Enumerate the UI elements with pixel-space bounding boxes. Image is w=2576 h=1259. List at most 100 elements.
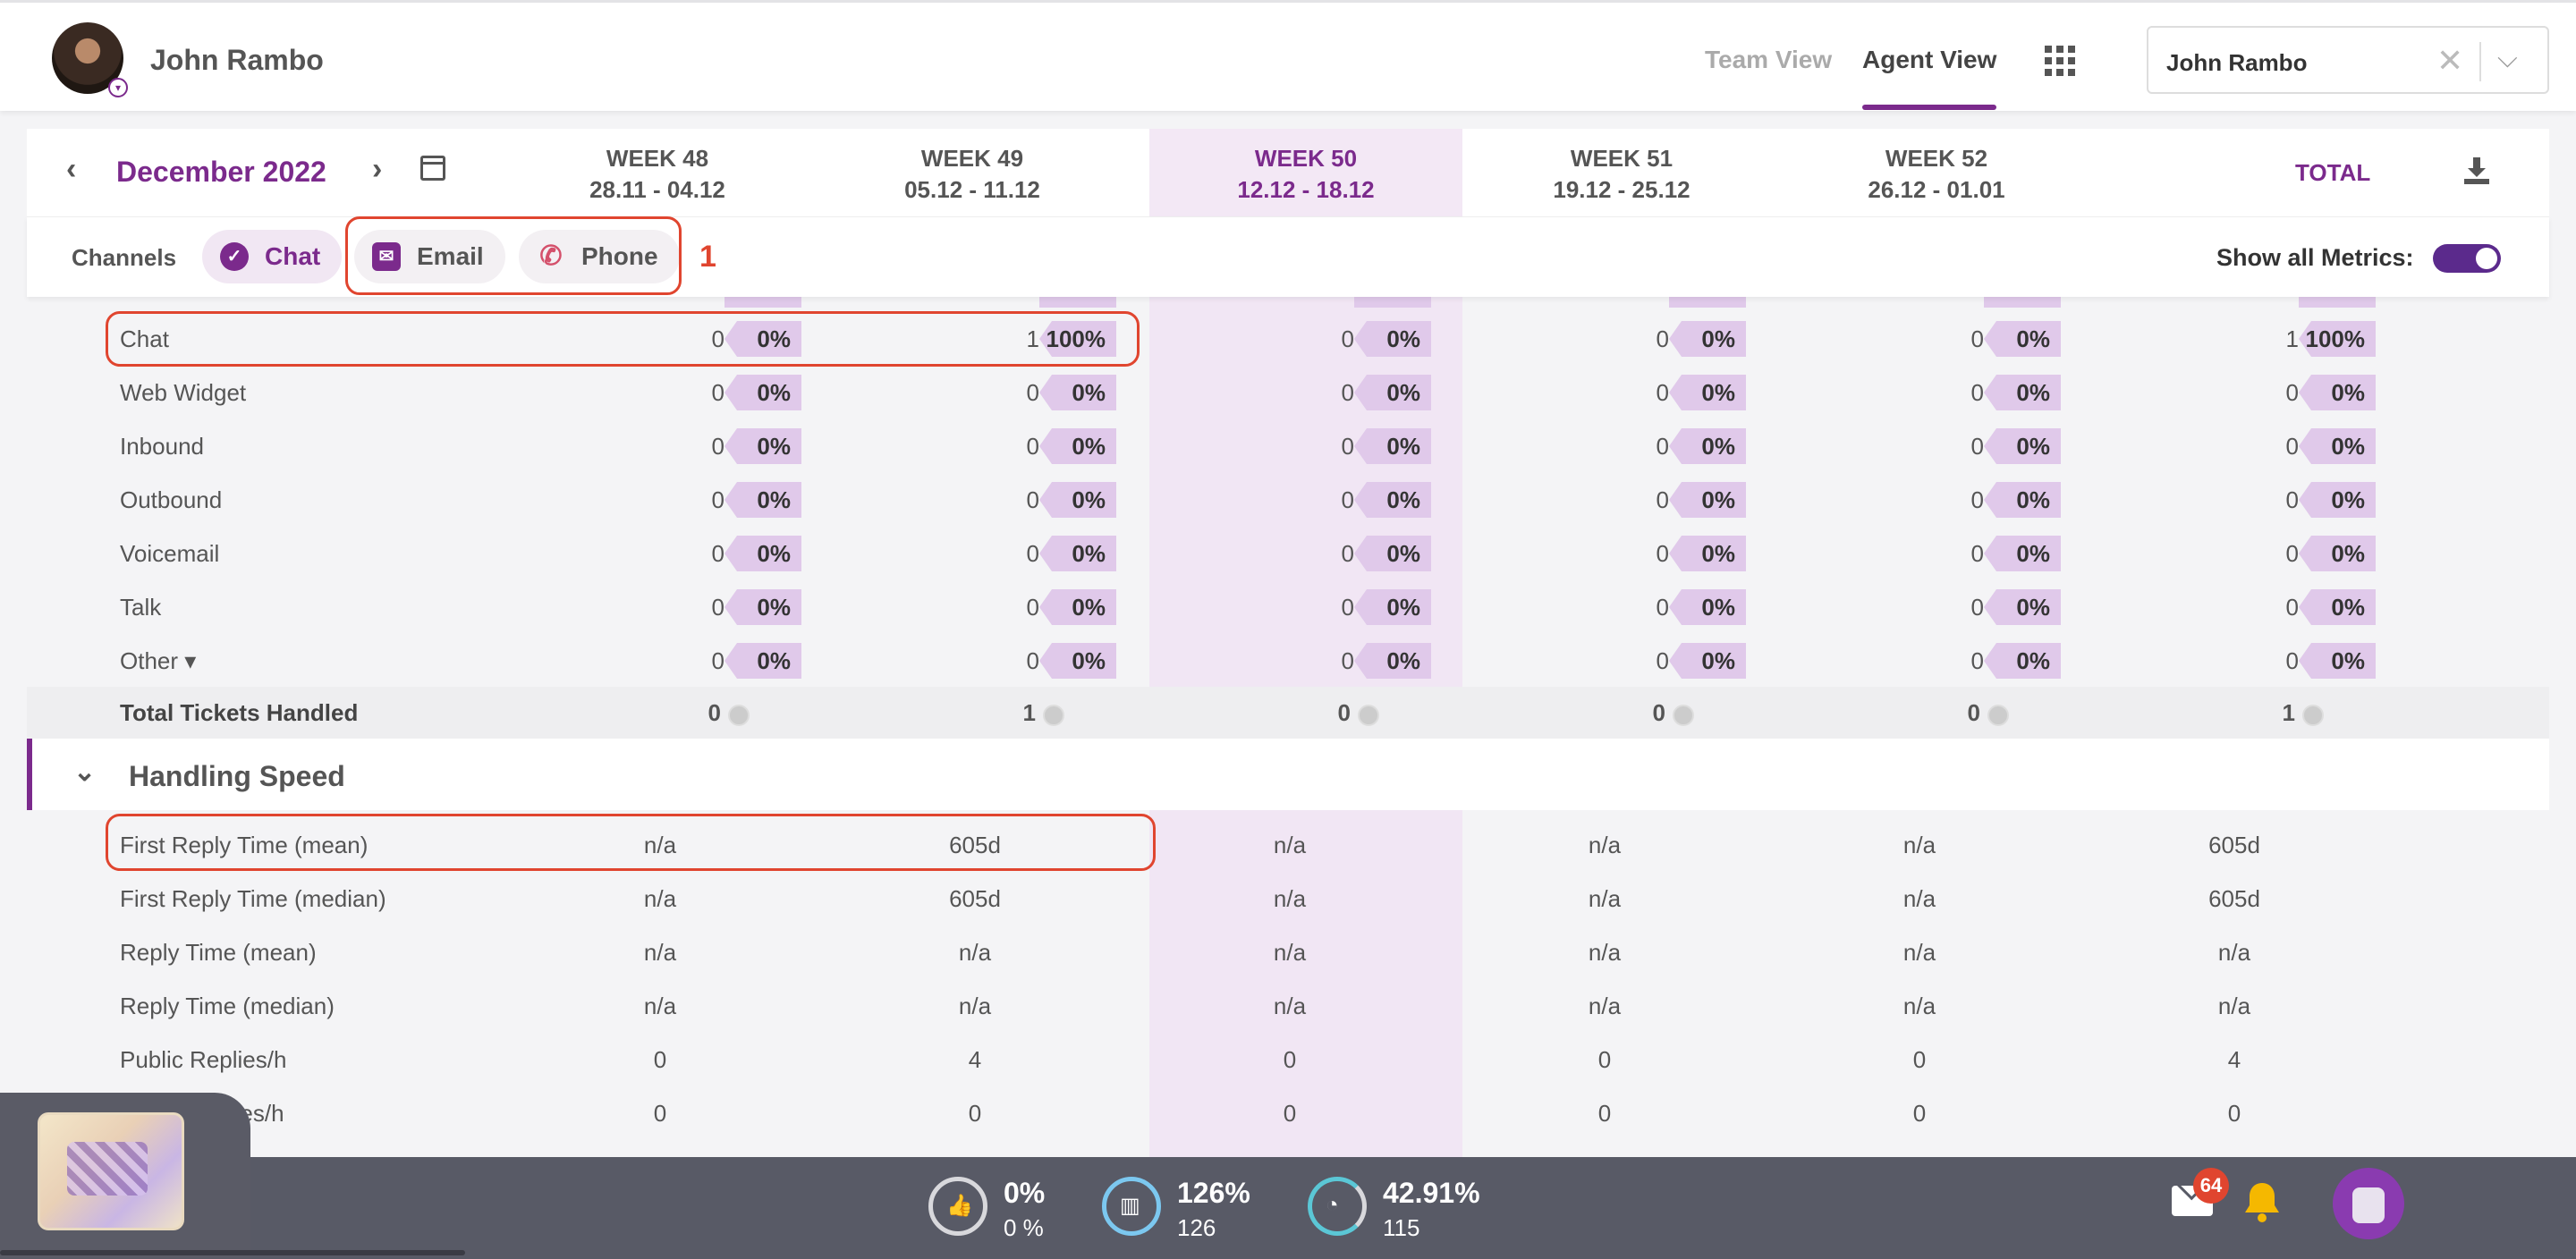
pie-chart-icon[interactable]: [1987, 705, 2009, 726]
percentage-tag: 0%: [1039, 375, 1116, 410]
count-value: 0: [2285, 647, 2299, 674]
partial-percentage-tag: [724, 295, 801, 308]
metric-value: n/a: [1588, 993, 1622, 1019]
percentage-tag: 0%: [1354, 428, 1431, 464]
row-label: Web Widget: [120, 379, 247, 406]
clear-icon[interactable]: ✕: [2436, 42, 2464, 79]
percentage-tag: 0%: [1669, 321, 1746, 357]
select-separator: [2479, 42, 2481, 81]
count-value: 0: [1026, 647, 1039, 674]
metric-value: n/a: [1273, 832, 1307, 858]
chevron-down-icon[interactable]: ⌵: [2497, 44, 2518, 73]
count-value: 0: [1341, 540, 1354, 567]
count-value: 0: [711, 486, 724, 513]
channels-label: Channels: [72, 244, 177, 271]
download-icon[interactable]: [2462, 156, 2492, 186]
prev-month-button[interactable]: ‹: [66, 152, 77, 186]
percentage-tag: 0%: [1984, 428, 2061, 464]
tab-team-view[interactable]: Team View: [1705, 46, 1833, 73]
count-value: 0: [2285, 433, 2299, 460]
annotation-highlight-channels: [345, 216, 682, 295]
apps-grid-icon[interactable]: [2045, 46, 2075, 76]
metric-value: 605d: [2208, 885, 2260, 912]
total-value: 0: [1337, 699, 1351, 726]
thumbs-up-glyph: 👍: [946, 1194, 973, 1218]
percentage-tag: 0%: [724, 375, 801, 410]
metric-value: n/a: [1273, 993, 1307, 1019]
percentage-tag: 0%: [1354, 536, 1431, 571]
pie-chart-icon[interactable]: [1043, 705, 1064, 726]
count-value: 0: [1026, 540, 1039, 567]
pie-chart-icon[interactable]: [2302, 705, 2324, 726]
count-value: 0: [2285, 540, 2299, 567]
percentage-tag: 0%: [1984, 321, 2061, 357]
metric-value: 0: [1912, 1100, 1927, 1127]
tab-agent-view[interactable]: Agent View: [1862, 46, 1997, 73]
partial-percentage-tag: [1669, 295, 1746, 308]
email-icon: ✉: [372, 242, 401, 271]
table-row: First Reply Time (mean) n/a 605d n/a n/a n/a 6…: [27, 819, 2549, 873]
next-month-button[interactable]: ›: [372, 152, 383, 186]
metric-value: 0: [1597, 1046, 1612, 1073]
count-value: 0: [711, 594, 724, 621]
calendar-icon[interactable]: [420, 156, 445, 181]
stat-value: 42.91%: [1383, 1177, 1480, 1209]
metric-value: 4: [968, 1046, 982, 1073]
metric-value: 0: [2227, 1100, 2241, 1127]
table-row: Other ▾ 0 0% 0 0% 0 0% 0 0% 0 0% 0 0%: [27, 635, 2549, 689]
percentage-tag: 0%: [2299, 482, 2376, 518]
map-thumbnail[interactable]: [38, 1112, 184, 1230]
metric-value: n/a: [1588, 885, 1622, 912]
row-label: Public Replies/h: [120, 1046, 287, 1073]
assistant-avatar[interactable]: [2333, 1168, 2404, 1239]
agent-select[interactable]: John Rambo ✕ ⌵: [2147, 26, 2549, 94]
percentage-tag: 0%: [1039, 589, 1116, 625]
gauge-icon: [1308, 1177, 1367, 1236]
week-range: 26.12 - 01.01: [1868, 176, 2005, 203]
percentage-tag: 100%: [1039, 321, 1116, 357]
count-value: 0: [1341, 433, 1354, 460]
table-row: Reply Time (median) n/a n/a n/a n/a n/a n/a: [27, 980, 2549, 1034]
annotation-number: 1: [699, 240, 716, 274]
table-row: Voicemail 0 0% 0 0% 0 0% 0 0% 0 0% 0 0%: [27, 528, 2549, 581]
pie-chart-icon[interactable]: [1358, 705, 1379, 726]
count-value: 0: [2285, 379, 2299, 406]
week-title: WEEK 52: [1885, 145, 1988, 172]
count-value: 0: [1026, 433, 1039, 460]
count-value: 0: [1970, 647, 1984, 674]
percentage-tag: 100%: [2299, 321, 2376, 357]
bell-icon[interactable]: [2243, 1180, 2281, 1223]
stat-sub: 115: [1383, 1214, 1420, 1241]
channel-chip-label: Phone: [581, 242, 658, 270]
channel-chip-chat[interactable]: ✓ Chat: [202, 230, 343, 283]
count-value: 0: [1656, 379, 1669, 406]
pie-chart-icon[interactable]: [728, 705, 750, 726]
week-title: WEEK 49: [920, 145, 1024, 172]
horizontal-scrollbar[interactable]: [0, 1250, 465, 1255]
channel-chip-email[interactable]: ✉ Email: [354, 230, 505, 283]
percentage-tag: 0%: [1984, 589, 2061, 625]
metric-value: n/a: [958, 993, 992, 1019]
percentage-tag: 0%: [724, 589, 801, 625]
annotation-highlight-chat-row: [106, 311, 1140, 367]
count-value: 0: [1970, 379, 1984, 406]
count-value: 0: [1970, 594, 1984, 621]
pie-chart-icon[interactable]: [1673, 705, 1694, 726]
percentage-tag: 0%: [2299, 375, 2376, 410]
table-row: First Reply Time (median) n/a 605d n/a n/a n/…: [27, 873, 2549, 926]
show-all-metrics-toggle[interactable]: [2433, 244, 2501, 273]
week-column-header-current: WEEK 50 12.12 - 18.12: [1149, 129, 1462, 216]
channel-chip-phone[interactable]: ✆ Phone: [519, 230, 680, 283]
collapse-chevron-icon[interactable]: ⌄: [73, 757, 97, 787]
metric-value: n/a: [1273, 939, 1307, 966]
avatar-dropdown-icon[interactable]: ▾: [108, 78, 128, 97]
count-value: 0: [1970, 540, 1984, 567]
phone-icon: ✆: [539, 241, 563, 271]
partial-percentage-tag: [1984, 295, 2061, 308]
metric-value: 0: [1283, 1046, 1297, 1073]
count-value: 0: [1656, 325, 1669, 352]
row-label: First Reply Time (mean): [120, 832, 369, 858]
metric-value: 4: [2227, 1046, 2241, 1073]
metric-value: n/a: [643, 993, 677, 1019]
handling-speed-section[interactable]: ⌄ Handling Speed: [27, 739, 2549, 810]
